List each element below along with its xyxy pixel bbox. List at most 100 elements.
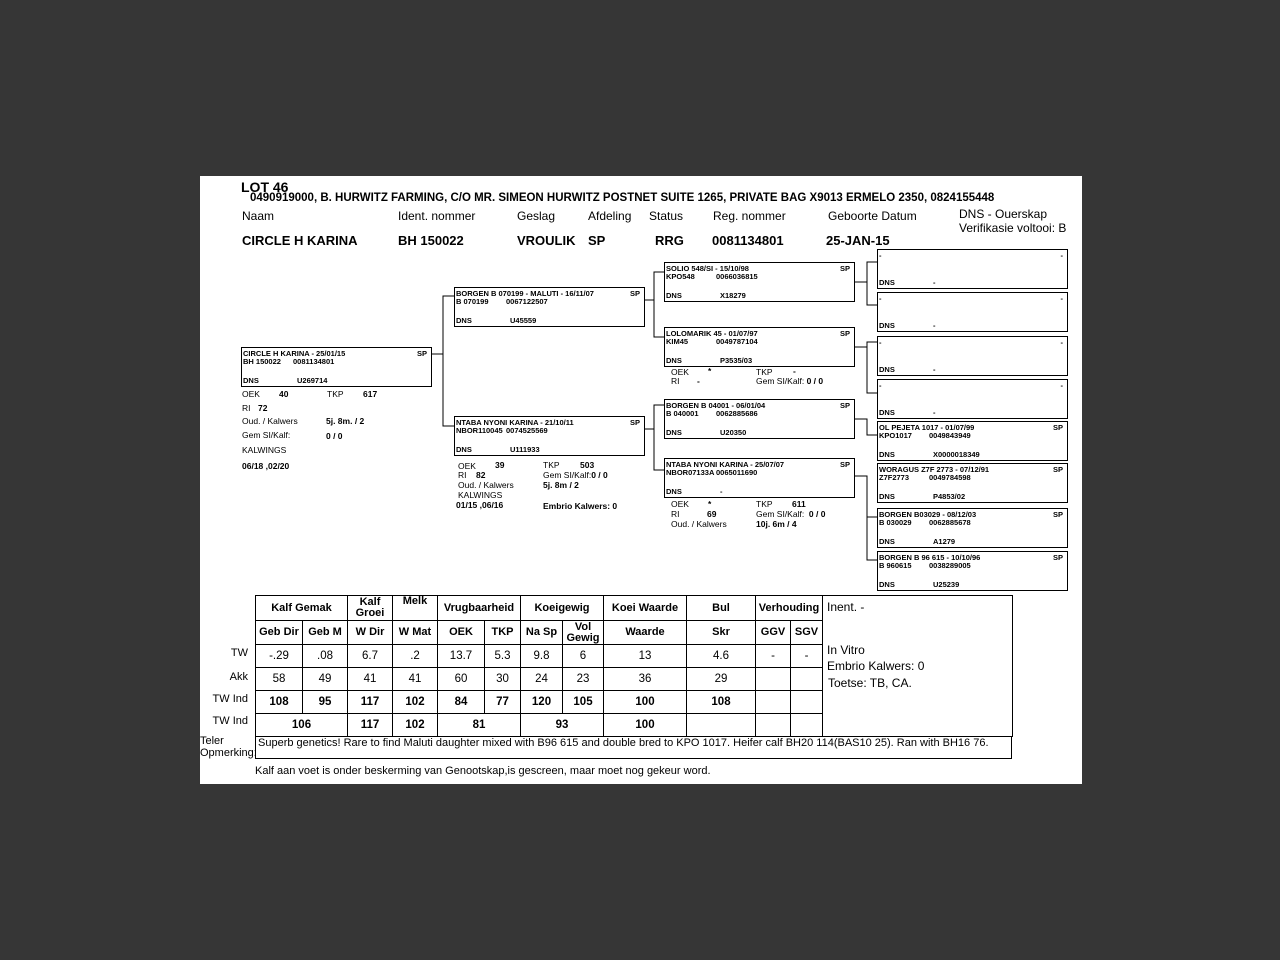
dns-value: A1279 <box>933 537 956 546</box>
section-code: - <box>1060 381 1064 390</box>
dns-label: DNS <box>879 450 895 459</box>
animal-id: KIM45 <box>666 337 689 346</box>
dam-oek-label: OEK <box>458 461 476 471</box>
group-kalf-gemak: Kalf Gemak <box>255 595 348 621</box>
section-code: - <box>1060 251 1064 260</box>
pedigree-connectors <box>432 261 877 561</box>
side-panel: Inent. - In Vitro Embrio Kalwers: 0 Toet… <box>822 595 1013 737</box>
column-header: TKP <box>484 620 521 645</box>
lot-number: LOT 46 <box>241 179 289 195</box>
subject-kalwings-label: KALWINGS <box>242 445 287 455</box>
value-geslag: VROULIK <box>517 233 576 248</box>
value-cell: 41 <box>347 667 393 691</box>
group-index-cell <box>686 713 756 737</box>
value-cell: 6 <box>562 644 604 668</box>
dns-value: U20350 <box>720 428 747 437</box>
group-index-cell <box>755 713 791 737</box>
row-label-tw: TW <box>230 647 248 659</box>
dam-kalwings: 01/15 ,06/16 <box>456 500 504 510</box>
remarks-label-1: Teler <box>200 735 224 747</box>
group-melk: Melk <box>392 595 438 621</box>
dd-oek: * <box>708 499 712 509</box>
value-afdeling: SP <box>588 233 606 248</box>
dam-oek: 39 <box>495 460 505 470</box>
value-cell: - <box>790 644 823 668</box>
value-cell <box>790 667 823 691</box>
animal-title: NTABA NYONI KARINA - 21/10/11 <box>456 418 574 427</box>
value-cell: 105 <box>562 690 604 714</box>
dd-ri-label: RI <box>671 509 680 519</box>
reg-number: 0049784598 <box>929 473 971 482</box>
sd-oek-label: OEK <box>671 367 689 377</box>
value-cell: 77 <box>484 690 521 714</box>
value-cell: 6.7 <box>347 644 393 668</box>
animal-title: - <box>879 251 882 260</box>
reg-number: 0066036815 <box>716 272 758 281</box>
value-naam: CIRCLE H KARINA <box>242 233 358 248</box>
gen2-box: BORGEN B 04001 - 06/01/04 SP B 040001 00628… <box>664 399 855 439</box>
animal-title: BORGEN B03029 - 08/12/03 <box>879 510 977 519</box>
dns-value: - <box>720 487 723 496</box>
sd-gem-label-text: Gem SI/Kalf: <box>756 376 805 386</box>
animal-title: LOLOMARIK 45 - 01/07/97 <box>666 329 758 338</box>
breeding-values-table: Kalf Gemak Kalf Groei Melk Vrugbaarheid … <box>255 595 1013 737</box>
value-cell: 60 <box>437 667 485 691</box>
subject-tkp-label: TKP <box>327 389 344 399</box>
column-header: Na Sp <box>520 620 563 645</box>
dam-tkp-label: TKP <box>543 460 560 470</box>
subject-box: CIRCLE H KARINA - 25/01/15 SP BH 150022 008… <box>241 347 432 387</box>
animal-id: NBOR110045 <box>456 426 503 435</box>
group-index-cell: 117 <box>347 713 393 737</box>
reg-number: 0074525569 <box>506 426 548 435</box>
column-header: W Mat <box>392 620 438 645</box>
sd-ri-label: RI <box>671 376 680 386</box>
dd-oud-label: Oud. / Kalwers <box>671 519 727 529</box>
animal-id: NBOR07133A <box>666 468 715 477</box>
value-cell: .08 <box>302 644 348 668</box>
row-label-tw-ind-group: TW Ind <box>212 715 248 727</box>
animal-title: CIRCLE H KARINA - 25/01/15 <box>243 349 346 358</box>
breeder-remarks: Superb genetics! Rare to find Maluti dau… <box>255 736 1012 759</box>
section-code: SP <box>629 289 640 298</box>
dns-value: U269714 <box>297 376 328 385</box>
value-cell: -.29 <box>255 644 303 668</box>
section-code: - <box>1060 294 1064 303</box>
reg-number: 0081134801 <box>293 357 335 366</box>
subject-oud: 5j. 8m. / 2 <box>326 416 365 426</box>
column-header: Geb Dir <box>255 620 303 645</box>
animal-id: B 040001 <box>666 409 699 418</box>
dd-ri: 69 <box>707 509 717 519</box>
value-cell: 36 <box>603 667 687 691</box>
dns-value: U111933 <box>510 445 540 454</box>
group-vrugbaarheid: Vrugbaarheid <box>437 595 521 621</box>
dam-oud-label: Oud. / Kalwers <box>458 480 514 490</box>
reg-number: 0067122507 <box>506 297 548 306</box>
value-cell: 49 <box>302 667 348 691</box>
dns-label: DNS <box>243 376 259 385</box>
calf-note: Kalf aan voet is onder beskerming van Ge… <box>255 765 711 777</box>
value-cell: 23 <box>562 667 604 691</box>
label-dns: DNS - Ouerskap <box>959 207 1048 221</box>
dam-gem-label: Gem SI/Kalf:0 / 0 <box>543 470 608 480</box>
dns-label: DNS <box>879 321 895 330</box>
sire-box: BORGEN B 070199 - MALUTI - 16/11/07 SP B 0… <box>454 287 645 327</box>
gen3-box: - - DNS - <box>877 379 1068 419</box>
animal-id: Z7F2773 <box>879 473 910 482</box>
animal-title: - <box>879 294 882 303</box>
sd-tkp: - <box>793 366 796 376</box>
animal-id: B 030029 <box>879 518 912 527</box>
dns-label: DNS <box>879 580 895 589</box>
value-cell: 102 <box>392 690 438 714</box>
group-kalf-groei: Kalf Groei <box>347 595 393 621</box>
dns-value: X18279 <box>720 291 746 300</box>
gen3-box: BORGEN B 96 615 - 10/10/96 SP B 960615 0038… <box>877 551 1068 591</box>
section-code: SP <box>839 329 850 338</box>
dd-gem-label-text: Gem SI/Kalf: <box>756 509 805 519</box>
subject-ri-label: RI <box>242 403 251 413</box>
value-cell: 9.8 <box>520 644 563 668</box>
sd-oek: * <box>708 366 712 376</box>
column-header: Geb M <box>302 620 348 645</box>
reg-number: 0038289005 <box>929 561 971 570</box>
value-cell: 13 <box>603 644 687 668</box>
group-koei-waarde: Koei Waarde <box>603 595 687 621</box>
